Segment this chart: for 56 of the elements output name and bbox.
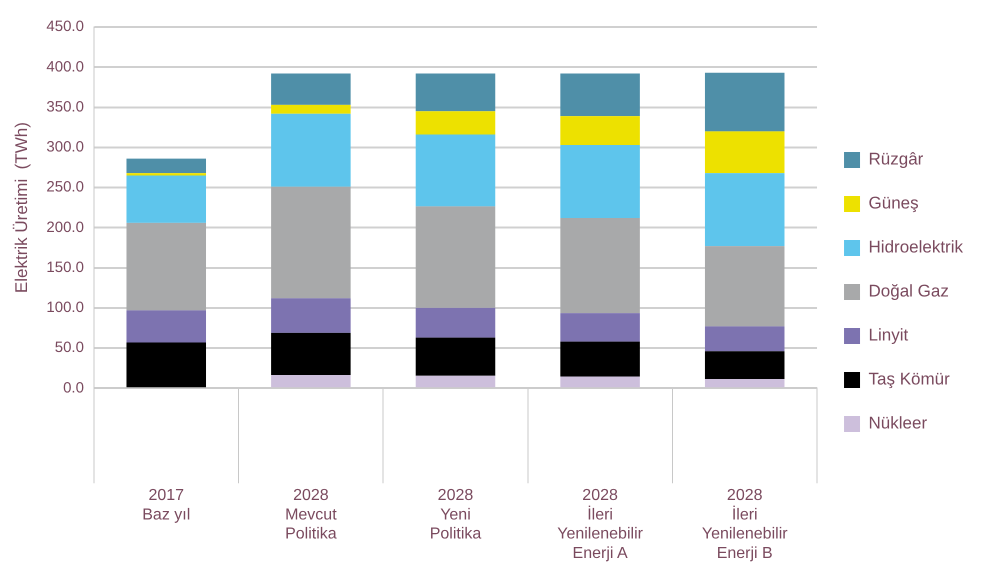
bar [560, 313, 640, 342]
bar [560, 144, 640, 218]
bar [704, 131, 784, 174]
bar [560, 342, 640, 377]
bar [560, 74, 640, 116]
y-tick-label: 50.0 [54, 339, 84, 356]
bar [416, 111, 496, 135]
bar [704, 72, 784, 132]
bar [416, 74, 496, 112]
legend-label: Rüzgâr [868, 150, 924, 169]
bar [271, 74, 351, 105]
bar [416, 206, 496, 308]
bar [271, 374, 351, 388]
bar [126, 222, 206, 310]
bar [704, 173, 784, 246]
y-tick-label: 150.0 [46, 258, 84, 276]
bar [560, 218, 640, 314]
y-tick-label: 100.0 [46, 299, 84, 316]
bar [126, 310, 206, 342]
x-tick-label: 2028 Yeni Politika [430, 487, 482, 543]
bar [560, 116, 640, 145]
bar [271, 332, 351, 375]
y-tick-label: 450.0 [46, 18, 84, 36]
x-tick-label: 2017 Baz yıl [142, 487, 190, 524]
y-axis-title: Elektrik Üretimi (TWh) [12, 122, 31, 294]
x-tick-label: 2028 Mevcut Politika [285, 487, 338, 543]
bar [126, 175, 206, 223]
y-tick-label: 400.0 [46, 58, 84, 76]
bar [126, 158, 206, 174]
bar [416, 308, 496, 338]
bar [416, 376, 496, 388]
x-tick-label: 2028 İleri Yenilenebilir Enerji B [702, 487, 788, 562]
y-tick-label: 350.0 [46, 98, 84, 116]
legend-label: Nükleer [868, 414, 928, 433]
bar [704, 246, 784, 326]
y-tick-label: 0.0 [63, 379, 84, 396]
bar [126, 342, 206, 388]
x-tick-label: 2028 İleri Yenilenebilir Enerji A [557, 487, 644, 562]
bar [271, 298, 351, 333]
bar [704, 351, 784, 379]
legend-label: Güneş [868, 194, 919, 213]
legend-label: Doğal Gaz [868, 282, 949, 301]
y-tick-label: 200.0 [46, 218, 84, 236]
bar [271, 114, 351, 187]
bar [271, 104, 351, 114]
bar [560, 376, 640, 388]
legend-label: Taş Kömür [868, 370, 950, 389]
y-tick-label: 250.0 [46, 178, 84, 196]
bar [416, 338, 496, 376]
bar [704, 326, 784, 352]
legend-label: Linyit [868, 326, 908, 345]
bar [271, 186, 351, 298]
y-tick-label: 300.0 [46, 138, 84, 156]
legend-label: Hidroelektrik [868, 238, 964, 257]
bar [704, 378, 784, 388]
bar [416, 134, 496, 206]
